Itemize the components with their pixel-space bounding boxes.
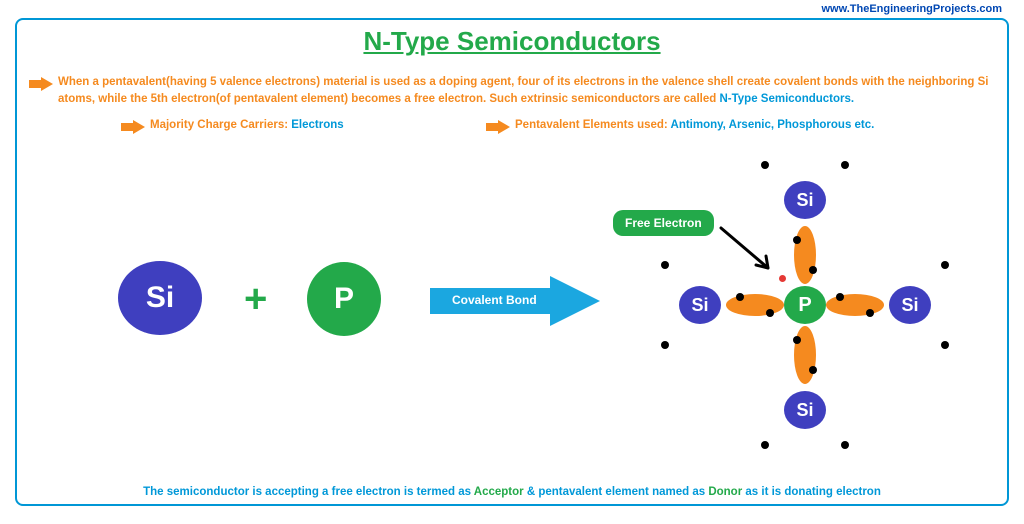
si-atom-top: Si <box>784 181 826 219</box>
silicon-atom-large: Si <box>118 261 202 335</box>
free-electron-badge: Free Electron <box>613 210 714 236</box>
pentavalent-elements: Pentavalent Elements used: Antimony, Ars… <box>515 119 874 131</box>
outer-electron <box>841 161 849 169</box>
si-atom-left: Si <box>679 286 721 324</box>
bond-electron <box>809 366 817 374</box>
desc-highlight: N-Type Semiconductors. <box>719 93 854 105</box>
p-atom-center: P <box>784 286 826 324</box>
point2-label: Pentavalent Elements used: <box>515 119 671 131</box>
outer-electron <box>841 441 849 449</box>
outer-electron <box>761 441 769 449</box>
phosphorus-atom-large: P <box>307 262 381 336</box>
outer-electron <box>941 261 949 269</box>
bond-right <box>826 294 884 316</box>
footer-g1: Acceptor <box>474 486 524 498</box>
outer-electron <box>661 341 669 349</box>
covalent-bond-label: Covalent Bond <box>452 293 537 307</box>
bond-electron <box>809 266 817 274</box>
description-text: When a pentavalent(having 5 valence elec… <box>58 74 994 109</box>
bond-left <box>726 294 784 316</box>
footer-note: The semiconductor is accepting a free el… <box>0 486 1024 498</box>
majority-carriers: Majority Charge Carriers: Electrons <box>150 119 344 131</box>
bond-electron <box>836 293 844 301</box>
si-atom-bottom: Si <box>784 391 826 429</box>
footer-g2: Donor <box>708 486 742 498</box>
bond-bottom <box>794 326 816 384</box>
point1-value: Electrons <box>291 119 343 131</box>
bond-electron <box>793 236 801 244</box>
point1-label: Majority Charge Carriers: <box>150 119 291 131</box>
bond-structure-diagram: P Si Si Si Si <box>640 140 970 470</box>
bond-electron <box>866 309 874 317</box>
footer-t2: & pentavalent element named as <box>524 486 709 498</box>
footer-t1: The semiconductor is accepting a free el… <box>143 486 474 498</box>
plus-symbol: + <box>244 277 267 322</box>
free-electron-arrow-icon <box>716 223 786 288</box>
bond-electron <box>736 293 744 301</box>
bond-top <box>794 226 816 284</box>
bond-electron <box>766 309 774 317</box>
bond-electron <box>793 336 801 344</box>
outer-electron <box>761 161 769 169</box>
point2-value: Antimony, Arsenic, Phosphorous etc. <box>671 119 875 131</box>
footer-t3: as it is donating electron <box>742 486 881 498</box>
outer-electron <box>661 261 669 269</box>
si-atom-right: Si <box>889 286 931 324</box>
outer-electron <box>941 341 949 349</box>
page-title: N-Type Semiconductors <box>0 26 1024 57</box>
website-url: www.TheEngineeringProjects.com <box>821 3 1002 15</box>
